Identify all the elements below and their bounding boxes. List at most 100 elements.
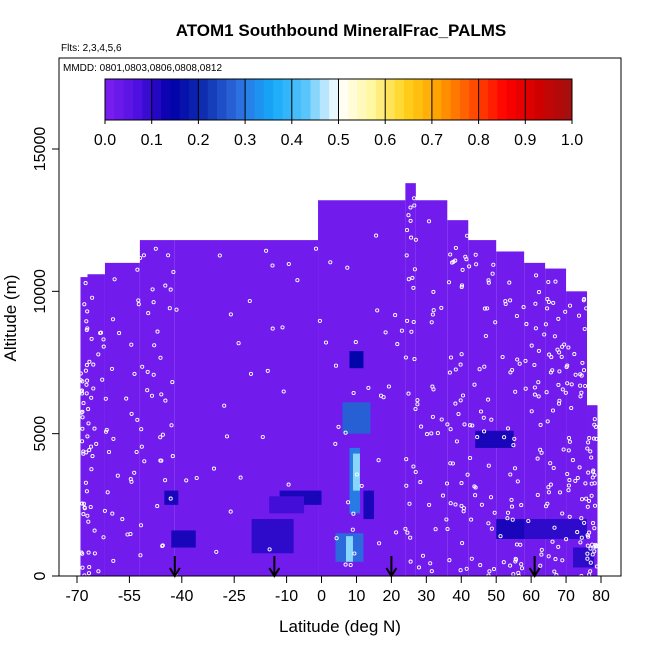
track-point — [486, 280, 491, 285]
track-point — [96, 352, 101, 357]
coverage-cell — [405, 183, 416, 576]
track-point — [83, 368, 88, 373]
track-point — [448, 355, 454, 360]
track-point — [565, 471, 570, 477]
track-point — [103, 396, 108, 401]
track-point — [313, 246, 319, 251]
track-point — [87, 448, 92, 453]
track-point — [134, 449, 139, 455]
track-point — [375, 308, 380, 313]
track-point — [419, 424, 424, 429]
heatmap-cell — [342, 402, 371, 434]
colorbar-segment — [105, 79, 115, 120]
track-point — [413, 237, 418, 242]
track-point — [474, 262, 479, 267]
track-point — [139, 427, 144, 432]
track-point — [413, 469, 418, 475]
x-tick-label: 80 — [592, 588, 610, 605]
track-point — [482, 429, 487, 434]
chart-title: ATOM1 Southbound MineralFrac_PALMS — [176, 21, 507, 40]
track-point — [159, 392, 164, 397]
track-point — [431, 308, 436, 313]
track-point — [85, 326, 90, 331]
track-point — [412, 203, 417, 208]
track-point — [460, 267, 465, 272]
track-point — [461, 506, 466, 511]
track-point — [343, 562, 348, 567]
track-point — [160, 432, 165, 437]
track-point — [228, 509, 233, 514]
track-point — [567, 439, 572, 444]
track-point — [86, 519, 91, 524]
track-point — [539, 450, 544, 455]
track-point — [170, 454, 175, 459]
track-point — [552, 525, 557, 530]
colorbar-segment — [357, 79, 368, 120]
track-point — [102, 508, 107, 513]
track-point — [492, 510, 497, 515]
track-point — [343, 430, 348, 435]
colorbar-segment — [310, 79, 321, 120]
track-point — [479, 502, 484, 507]
track-point — [424, 432, 430, 437]
track-point — [90, 454, 95, 459]
track-point — [567, 303, 573, 308]
colorbar-segment — [198, 79, 209, 120]
track-point — [590, 521, 596, 526]
track-point — [585, 504, 590, 509]
colorbar-segment — [441, 79, 452, 120]
track-point — [264, 248, 269, 253]
track-point — [458, 568, 463, 573]
track-point — [507, 280, 512, 285]
track-point — [158, 435, 163, 440]
track-point — [448, 427, 453, 432]
track-point — [96, 569, 101, 574]
track-point — [170, 380, 175, 385]
track-point — [453, 502, 458, 507]
track-point — [459, 352, 464, 357]
track-point — [559, 354, 564, 359]
track-point — [550, 408, 556, 413]
track-point — [502, 435, 507, 440]
track-point — [381, 395, 386, 400]
track-point — [469, 517, 474, 522]
coverage-cell — [139, 240, 175, 577]
track-point — [460, 393, 466, 398]
track-point — [560, 558, 565, 563]
track-point — [328, 260, 333, 265]
heatmap-cells — [80, 183, 598, 577]
track-point — [430, 414, 435, 419]
track-point — [581, 368, 587, 373]
track-point — [508, 370, 513, 375]
track-point — [85, 378, 90, 383]
track-point — [92, 528, 97, 533]
track-point — [536, 380, 541, 385]
track-point — [592, 481, 597, 486]
track-point — [150, 287, 155, 292]
track-point — [523, 358, 528, 363]
track-point — [111, 436, 116, 441]
colorbar-tick-label: 0.4 — [281, 132, 303, 149]
track-point — [138, 523, 144, 528]
track-point — [166, 253, 171, 258]
coverage-cell — [104, 262, 140, 576]
track-point — [513, 389, 518, 394]
track-point — [592, 472, 597, 478]
track-point — [92, 426, 97, 431]
colorbar-segment — [515, 79, 526, 120]
track-point — [132, 470, 137, 475]
track-point — [508, 563, 513, 568]
track-point — [545, 419, 550, 424]
track-point — [545, 501, 550, 506]
track-point — [485, 306, 490, 311]
track-point — [412, 267, 417, 272]
dates-note: MMDD: 0801,0803,0806,0808,0812 — [63, 63, 222, 74]
track-point — [577, 465, 582, 470]
colorbar-segment — [301, 79, 311, 120]
track-point — [377, 541, 382, 546]
track-point — [79, 410, 84, 415]
track-point — [486, 278, 491, 283]
colorbar-segment — [543, 79, 554, 120]
track-point — [512, 436, 517, 441]
colorbar-segment — [534, 79, 545, 120]
